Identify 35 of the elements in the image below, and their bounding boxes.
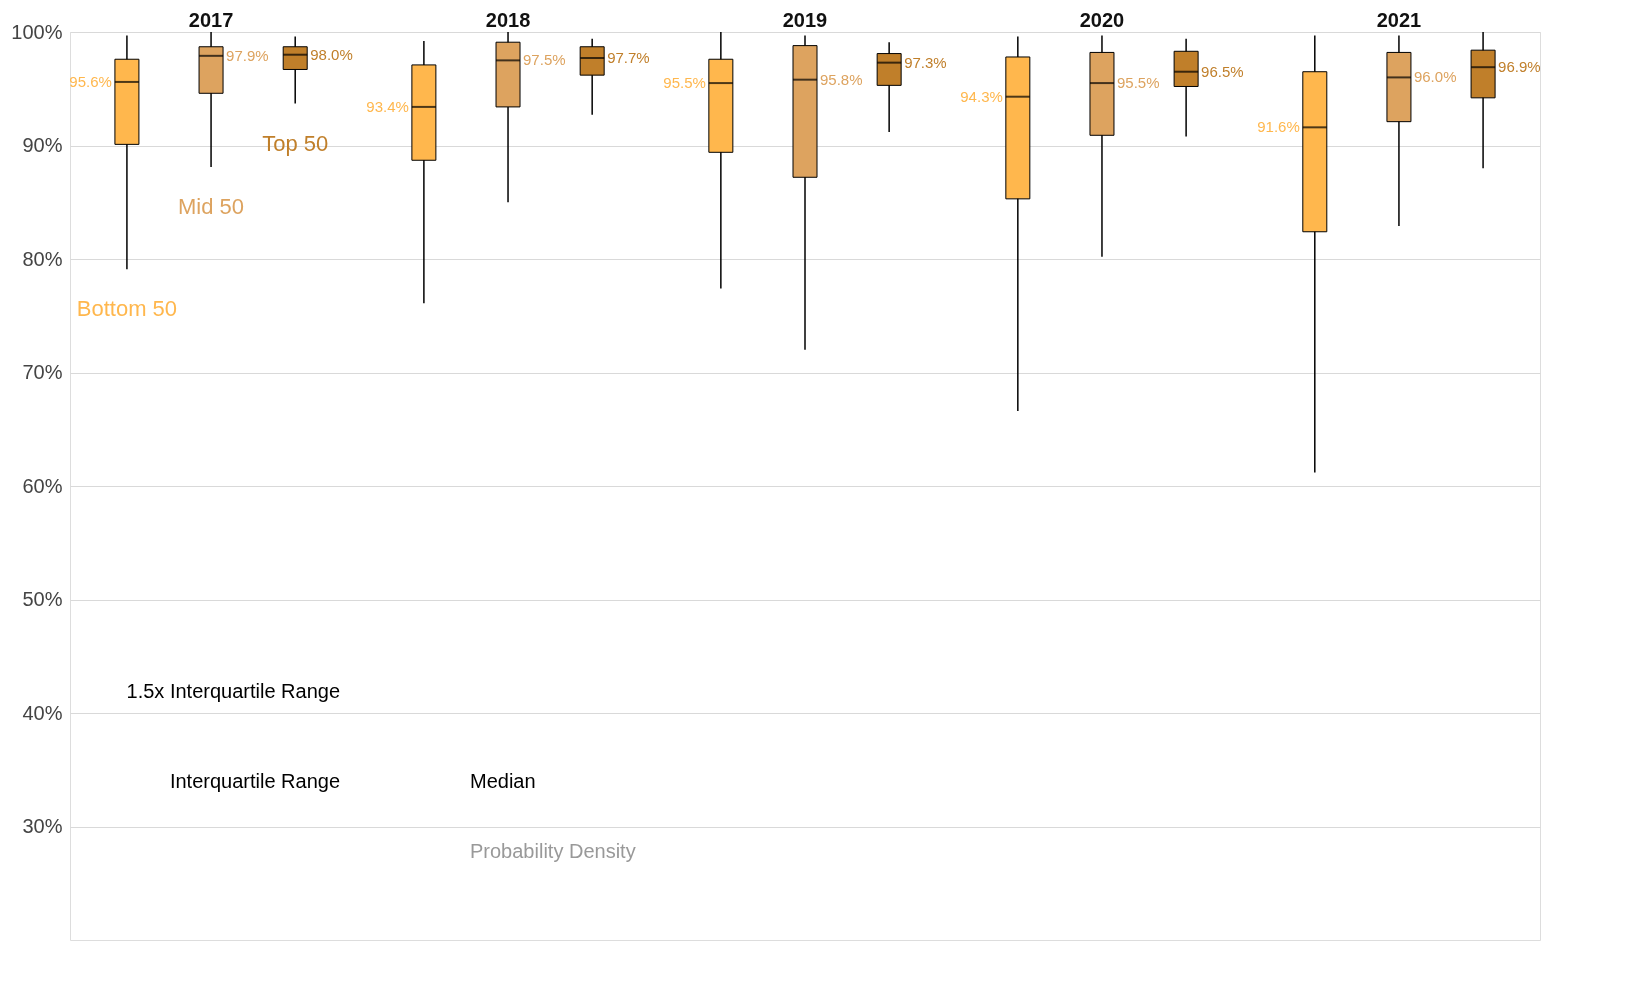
y-tick-label: 40% xyxy=(22,701,63,724)
y-tick-label: 100% xyxy=(11,20,63,43)
annotation: Interquartile Range xyxy=(169,770,340,792)
text: 97.7% xyxy=(607,49,650,67)
text: 98.0% xyxy=(310,45,353,63)
annotation: 1.5x Interquartile Range xyxy=(126,680,340,702)
text: 95.8% xyxy=(820,70,863,88)
x-tick-label: 2019 xyxy=(782,8,828,31)
y-tick-label: 30% xyxy=(22,815,63,837)
text: 96.5% xyxy=(1201,62,1244,80)
x-tick-label: 2020 xyxy=(1079,8,1125,31)
y-tick-label: 60% xyxy=(22,474,63,497)
text: 94.3% xyxy=(960,87,1003,105)
x-tick-label: 2018 xyxy=(485,8,531,31)
text: 91.6% xyxy=(1257,118,1300,136)
text: Bottom 50 xyxy=(76,296,178,322)
text: 95.6% xyxy=(69,72,112,90)
text: 93.4% xyxy=(366,97,409,115)
text: 96.9% xyxy=(1498,58,1541,76)
text: 97.3% xyxy=(904,53,947,71)
x-tick-label: 2017 xyxy=(188,8,234,31)
y-tick-label: 80% xyxy=(22,247,63,270)
text: 95.5% xyxy=(663,74,706,92)
y-tick-label: 90% xyxy=(22,134,63,156)
annotation: Probability Density xyxy=(470,840,636,862)
text: 95.5% xyxy=(1116,74,1160,92)
text: Mid 50 xyxy=(178,194,245,220)
text: Top 50 xyxy=(262,130,329,156)
text: 97.5% xyxy=(523,51,566,69)
annotation: Median xyxy=(470,770,536,792)
text: 97.9% xyxy=(226,46,269,64)
y-tick-label: 50% xyxy=(22,588,63,610)
text: 96.0% xyxy=(1413,68,1457,86)
y-tick-label: 70% xyxy=(22,361,63,383)
x-tick-label: 2021 xyxy=(1376,8,1422,31)
